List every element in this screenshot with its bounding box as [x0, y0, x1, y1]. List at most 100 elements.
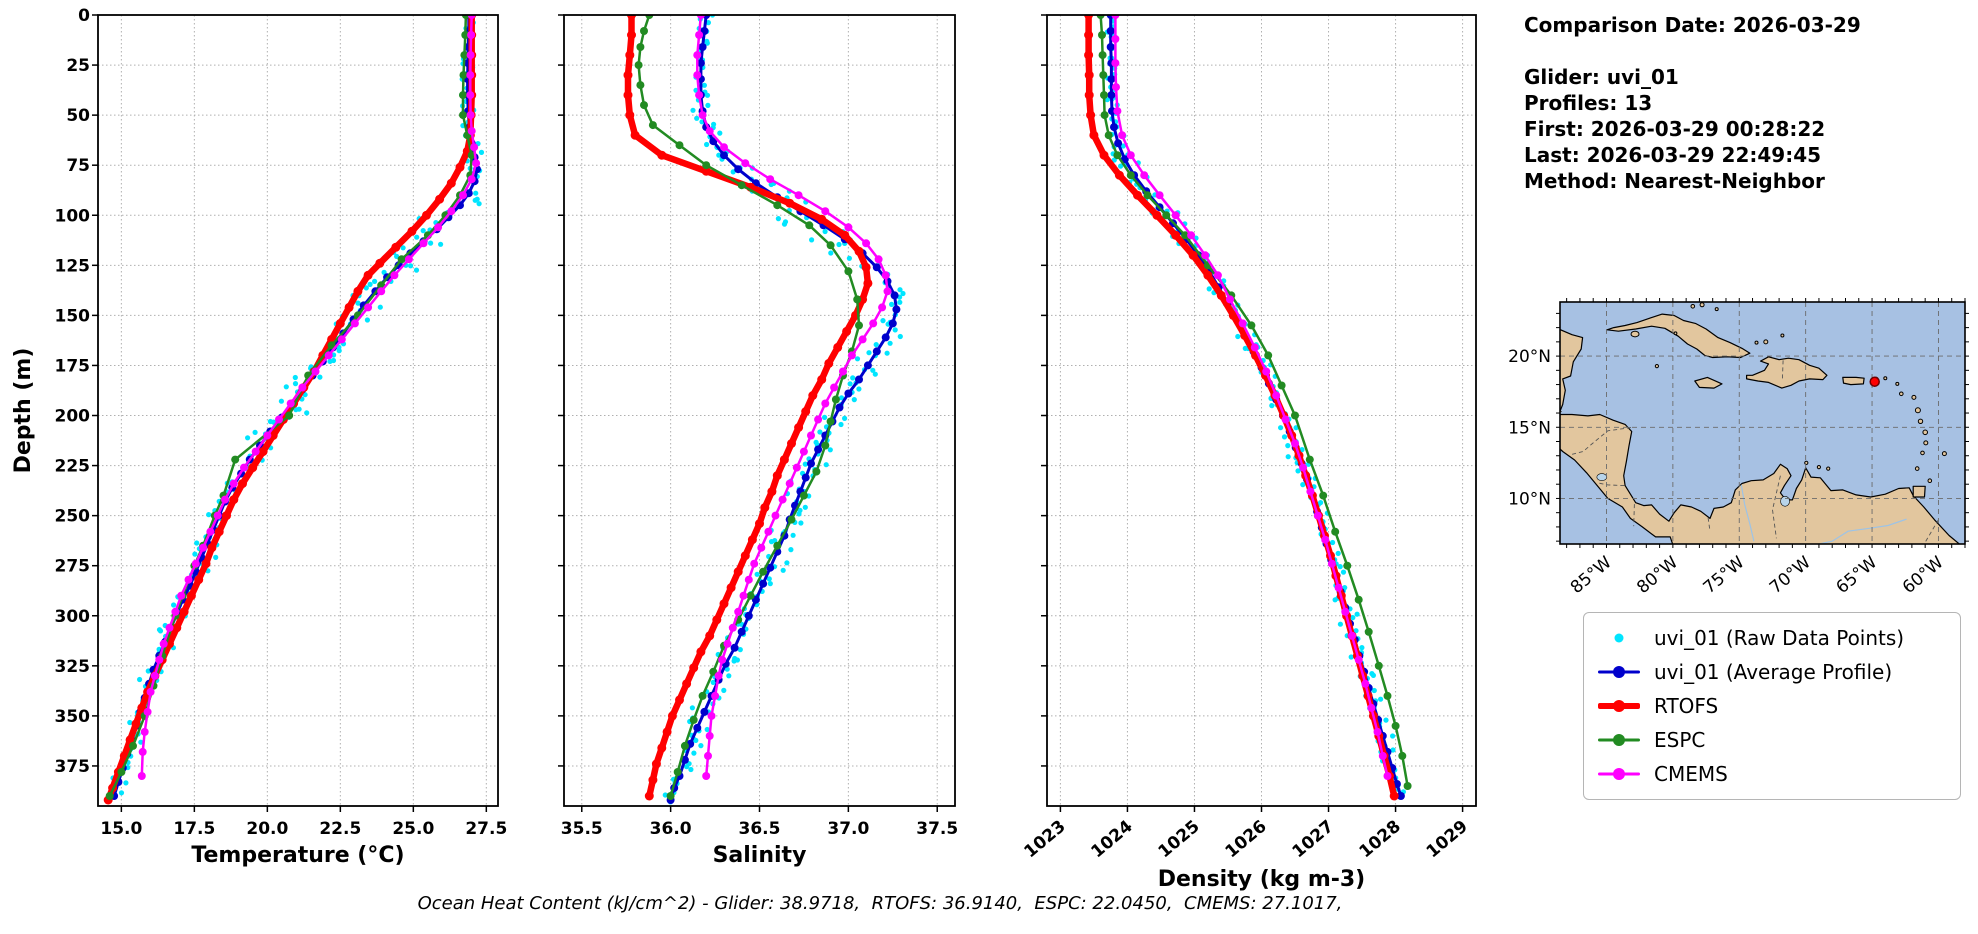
location-map: 20°N 15°N 10°N 85°W 80°W 75°W 70°W 65°W 60°W [1508, 298, 1969, 598]
map-frame [1559, 301, 1966, 545]
legend-label: uvi_01 (Raw Data Points) [1654, 626, 1905, 650]
raw-data-points [662, 15, 906, 805]
x-tick-label: 36.5 [739, 819, 781, 839]
y-tick-label: 375 [55, 757, 91, 777]
info-line-2 [1524, 38, 1861, 64]
series-rtofs [623, 15, 873, 801]
country-border [1923, 519, 1939, 544]
island [1895, 381, 1900, 386]
axis-title-temperature: Temperature (°C) [191, 843, 404, 868]
y-axis-title: Depth (m) [11, 348, 36, 474]
axis-title-salinity: Salinity [713, 843, 807, 868]
legend-label: RTOFS [1654, 694, 1719, 718]
country-border [1633, 504, 1635, 527]
island [1927, 478, 1933, 483]
temperature-plot-area [98, 15, 498, 806]
legend-item-1: uvi_01 (Raw Data Points) [1596, 621, 1948, 655]
y-tick-label: 25 [66, 56, 90, 76]
legend-item-3: RTOFS [1596, 689, 1948, 723]
map-inner [1560, 302, 1965, 544]
series-uvi-01-average-profile- [666, 15, 901, 804]
cmems-marker-icon [1596, 763, 1642, 785]
island [1941, 451, 1947, 457]
x-tick-label: 1028 [1356, 817, 1405, 863]
x-tick-label: 1027 [1289, 817, 1338, 863]
x-tick-label: 15.0 [100, 819, 142, 839]
y-tick-label: 350 [55, 707, 91, 727]
map-lat-label: 20°N [1508, 347, 1551, 367]
y-tick-label: 200 [55, 407, 91, 427]
landmass [1560, 328, 1961, 544]
axis-title-density: Density (kg m-3) [1158, 867, 1366, 892]
map-lat-label: 10°N [1508, 489, 1551, 509]
info-line-3: Glider: uvi_01 [1524, 65, 1679, 89]
island [1917, 418, 1924, 425]
y-tick-label: 150 [55, 306, 91, 326]
y-tick-label: 275 [55, 557, 91, 577]
series-rtofs [103, 15, 477, 805]
legend: uvi_01 (Raw Data Points) uvi_01 (Average … [1583, 612, 1961, 800]
y-tick-label: 125 [55, 256, 91, 276]
series-espc [1096, 15, 1412, 790]
series-rtofs [1084, 15, 1399, 801]
info-line-1: Comparison Date: 2026-03-29 [1524, 13, 1861, 37]
axes-frame [97, 14, 499, 807]
country-border [1571, 427, 1632, 455]
country-border [1597, 482, 1625, 487]
info-panel: Comparison Date: 2026-03-29 Glider: uvi_… [1524, 12, 1861, 194]
island [1911, 394, 1917, 400]
ohc-caption: Ocean Heat Content (kJ/cm^2) - Glider: 3… [417, 893, 1343, 914]
landmass [1606, 313, 1751, 359]
legend-item-5: CMEMS [1596, 757, 1948, 791]
y-tick-label: 250 [55, 507, 91, 527]
legend-label: ESPC [1654, 728, 1706, 752]
landmass [1912, 485, 1926, 498]
series-uvi-01-average-profile- [1106, 15, 1405, 800]
map-lon-label: 85°W [1567, 552, 1616, 598]
country-border [1781, 360, 1784, 380]
island [1690, 304, 1696, 309]
y-tick-label: 0 [78, 6, 90, 26]
island [1699, 302, 1705, 308]
x-tick-label: 22.5 [319, 819, 361, 839]
density-panel: 1023 1024 1025 1026 1027 1028 1029 Density (kg … [1021, 14, 1477, 892]
map-lat-label: 15°N [1508, 418, 1551, 438]
y-tick-label: 50 [66, 106, 90, 126]
x-tick-label: 37.5 [916, 819, 958, 839]
temperature-panel: 15.0 17.5 20.0 22.5 25.0 27.5 Temperature (°C) [92, 14, 507, 868]
island [1780, 333, 1785, 338]
landmass [1746, 356, 1828, 389]
x-tick-label: 1025 [1155, 817, 1204, 863]
island [1654, 364, 1659, 369]
x-tick-label: 36.0 [650, 819, 692, 839]
salinity-plot-area [564, 15, 955, 806]
country-border [1707, 517, 1711, 532]
x-tick-label: 27.5 [465, 819, 507, 839]
island [1914, 407, 1921, 414]
map-lon-label: 65°W [1832, 552, 1881, 598]
x-tick-label: 1023 [1021, 817, 1070, 863]
river [1816, 518, 1907, 544]
island [1714, 307, 1719, 312]
x-tick-label: 1029 [1423, 817, 1472, 863]
density-plot-area [1047, 15, 1476, 806]
legend-item-4: ESPC [1596, 723, 1948, 757]
map-lon-label: 75°W [1700, 552, 1749, 598]
y-tick-label: 75 [66, 156, 90, 176]
y-tick-label: 175 [55, 356, 91, 376]
series-cmems [1111, 15, 1392, 780]
landmass [1842, 376, 1865, 386]
country-border [1772, 475, 1781, 539]
info-line-6: Last: 2026-03-29 22:49:45 [1524, 143, 1822, 167]
series-cmems [693, 15, 892, 780]
island [1816, 465, 1821, 470]
y-tick-label: 100 [55, 206, 91, 226]
x-tick-label: 35.5 [561, 819, 603, 839]
island [1914, 466, 1920, 471]
y-tick-label: 300 [55, 607, 91, 627]
y-tick-label: 225 [55, 457, 91, 477]
x-tick-label: 1024 [1088, 816, 1137, 862]
glider-location-marker [1869, 376, 1880, 387]
map-lon-label: 80°W [1633, 552, 1682, 598]
island [1883, 376, 1888, 381]
